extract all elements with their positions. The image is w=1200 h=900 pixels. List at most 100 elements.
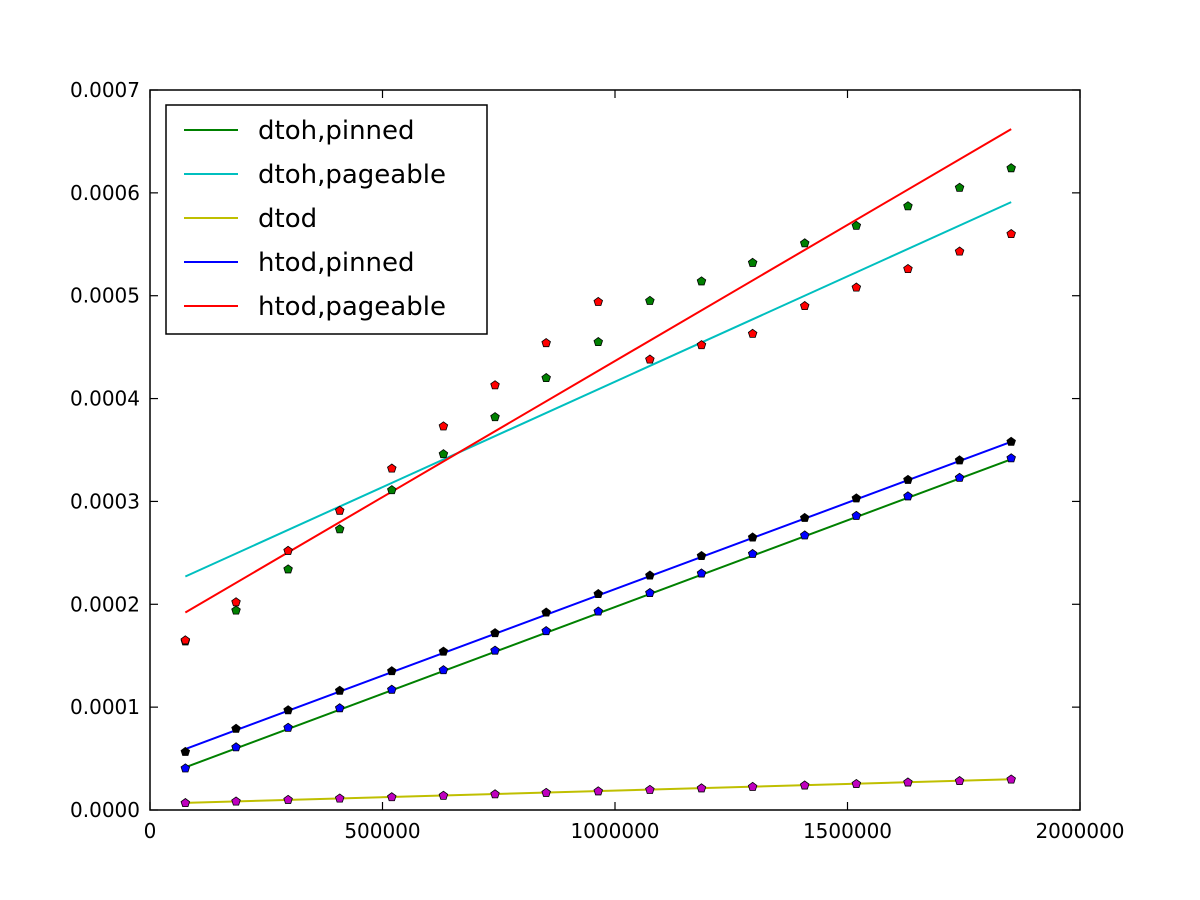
data-point-htod-pinned	[283, 722, 293, 732]
data-point-dtoh-pinned	[799, 238, 810, 248]
data-point-dtoh-pinned	[593, 337, 604, 347]
data-point-htod-pageable	[490, 628, 500, 638]
data-point-dtoh-pinned	[851, 220, 862, 230]
legend-label: dtod	[258, 204, 317, 234]
data-point-dtoh-pageable	[1006, 229, 1016, 239]
data-point-dtod	[747, 781, 758, 791]
legend-box	[165, 104, 488, 335]
data-point-dtoh-pageable	[851, 282, 862, 292]
data-markers	[180, 163, 1016, 808]
y-tick-label: 0.0001	[70, 695, 140, 719]
data-point-dtod	[851, 778, 862, 789]
y-axis-ticks: 0.0000 0.0001 0.0002 0.0003 0.0004 0.0005 0.00…	[70, 78, 1080, 822]
data-point-dtod	[180, 798, 191, 808]
y-tick-label: 0.0005	[70, 284, 140, 308]
data-point-dtoh-pageable	[283, 545, 293, 555]
data-point-dtoh-pinned	[283, 564, 293, 574]
fit-line-htod-pageable	[184, 128, 1012, 614]
data-point-dtod	[231, 796, 241, 806]
data-point-dtoh-pageable	[334, 505, 345, 515]
data-point-dtoh-pinned	[387, 485, 397, 495]
data-point-dtoh-pinned	[954, 182, 965, 192]
fit-line-dtoh-pageable	[184, 201, 1012, 578]
y-tick-label: 0.0002	[70, 592, 140, 616]
data-point-dtod	[1006, 774, 1016, 784]
y-tick-label: 0.0004	[70, 387, 140, 411]
data-point-dtoh-pinned	[747, 257, 758, 267]
legend-label: htod,pinned	[258, 248, 415, 278]
data-point-dtod	[954, 775, 965, 786]
data-point-htod-pinned	[490, 645, 500, 655]
data-point-htod-pageable	[438, 646, 449, 656]
data-point-dtod	[490, 789, 500, 799]
data-point-htod-pinned	[799, 530, 810, 540]
data-point-dtoh-pageable	[903, 263, 913, 274]
data-point-htod-pinned	[747, 548, 758, 558]
data-point-dtod	[438, 790, 449, 800]
data-point-dtod	[387, 792, 397, 802]
data-point-dtod	[283, 794, 293, 804]
data-point-dtoh-pageable	[490, 380, 500, 390]
data-point-dtoh-pageable	[438, 421, 449, 431]
data-point-dtoh-pinned	[334, 524, 345, 534]
data-point-dtoh-pageable	[231, 597, 241, 607]
data-point-dtod	[799, 780, 810, 790]
y-tick-label: 0.0007	[70, 78, 140, 102]
data-point-htod-pinned	[541, 626, 551, 636]
data-point-dtoh-pinned	[541, 373, 551, 383]
x-tick-label: 1500000	[803, 819, 892, 843]
data-point-dtoh-pinned	[903, 201, 913, 211]
data-point-htod-pageable	[645, 570, 655, 580]
data-point-htod-pinned	[231, 742, 241, 752]
data-point-htod-pinned	[180, 763, 191, 773]
y-tick-label: 0.0003	[70, 489, 140, 513]
y-tick-label: 0.0006	[70, 181, 140, 205]
data-point-dtoh-pinned	[645, 295, 655, 305]
data-point-dtoh-pageable	[593, 296, 604, 306]
data-point-htod-pinned	[387, 684, 397, 694]
data-point-dtod	[696, 783, 707, 793]
data-point-htod-pinned	[1006, 453, 1016, 463]
data-point-dtoh-pageable	[541, 338, 551, 348]
data-point-dtoh-pageable	[747, 328, 758, 338]
data-point-dtoh-pageable	[799, 301, 810, 311]
data-point-htod-pageable	[851, 493, 862, 503]
data-point-htod-pinned	[645, 587, 655, 598]
data-point-htod-pinned	[954, 472, 965, 482]
data-point-htod-pageable	[954, 455, 965, 465]
data-point-htod-pinned	[593, 606, 604, 616]
data-point-htod-pinned	[903, 491, 913, 501]
data-point-htod-pageable	[541, 607, 551, 617]
data-point-dtoh-pinned	[438, 449, 449, 459]
data-point-htod-pinned	[438, 665, 449, 675]
data-point-dtoh-pageable	[180, 635, 191, 645]
data-point-htod-pinned	[334, 703, 345, 713]
x-tick-label: 500000	[344, 819, 420, 843]
y-tick-label: 0.0000	[70, 798, 140, 822]
data-point-dtoh-pinned	[1006, 163, 1016, 173]
x-tick-label: 1000000	[570, 819, 659, 843]
data-point-htod-pageable	[593, 589, 604, 599]
data-point-dtod	[593, 786, 604, 796]
data-point-htod-pageable	[1006, 436, 1016, 446]
data-point-htod-pageable	[747, 532, 758, 542]
x-tick-label: 2000000	[1035, 819, 1124, 843]
data-point-htod-pageable	[180, 746, 191, 756]
data-point-htod-pageable	[387, 666, 397, 676]
data-point-dtoh-pageable	[696, 340, 707, 350]
data-point-dtoh-pinned	[490, 412, 500, 422]
data-point-dtoh-pageable	[645, 354, 655, 364]
data-point-htod-pageable	[696, 550, 707, 560]
data-point-htod-pinned	[696, 568, 707, 578]
data-point-htod-pageable	[334, 685, 345, 695]
data-point-dtoh-pinned	[696, 276, 707, 286]
data-point-dtod	[903, 777, 913, 787]
legend-label: dtoh,pageable	[258, 160, 446, 190]
legend-label: dtoh,pinned	[258, 116, 415, 146]
data-point-dtod	[334, 793, 345, 803]
data-point-htod-pageable	[231, 723, 241, 733]
data-point-dtod	[645, 784, 655, 794]
x-tick-label: 0	[144, 819, 157, 843]
data-point-htod-pageable	[283, 705, 293, 715]
